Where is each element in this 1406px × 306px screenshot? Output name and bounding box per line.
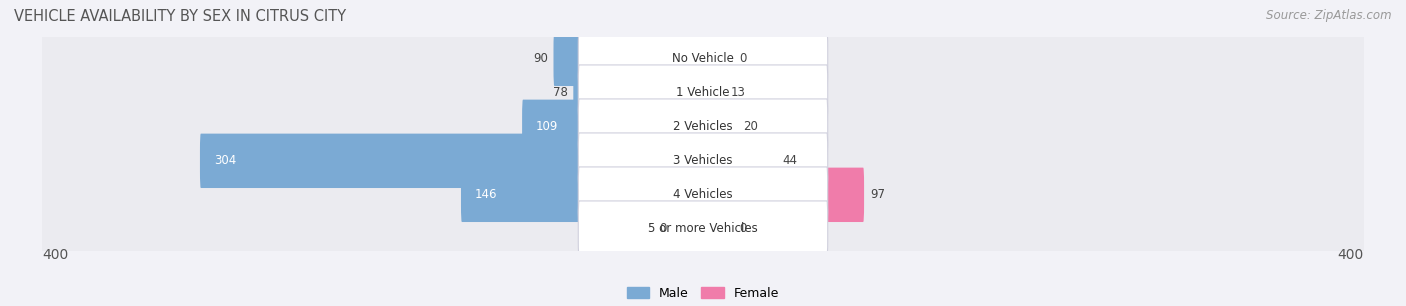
- Text: VEHICLE AVAILABILITY BY SEX IN CITRUS CITY: VEHICLE AVAILABILITY BY SEX IN CITRUS CI…: [14, 9, 346, 24]
- FancyBboxPatch shape: [578, 201, 828, 257]
- Text: 109: 109: [536, 120, 558, 133]
- Text: 13: 13: [731, 86, 747, 99]
- FancyBboxPatch shape: [200, 134, 704, 188]
- FancyBboxPatch shape: [554, 32, 704, 86]
- FancyBboxPatch shape: [28, 104, 1378, 149]
- Text: 304: 304: [214, 154, 236, 167]
- Text: 4 Vehicles: 4 Vehicles: [673, 188, 733, 201]
- Text: No Vehicle: No Vehicle: [672, 52, 734, 65]
- FancyBboxPatch shape: [522, 100, 704, 154]
- Text: 0: 0: [740, 222, 747, 235]
- Text: 20: 20: [742, 120, 758, 133]
- FancyBboxPatch shape: [672, 202, 704, 256]
- FancyBboxPatch shape: [28, 70, 1378, 115]
- Text: 0: 0: [659, 222, 666, 235]
- FancyBboxPatch shape: [28, 138, 1378, 183]
- Legend: Male, Female: Male, Female: [621, 282, 785, 305]
- Text: 97: 97: [870, 188, 884, 201]
- Text: 400: 400: [1337, 248, 1364, 262]
- FancyBboxPatch shape: [28, 206, 1378, 251]
- FancyBboxPatch shape: [578, 65, 828, 121]
- Text: 0: 0: [740, 52, 747, 65]
- FancyBboxPatch shape: [702, 134, 776, 188]
- FancyBboxPatch shape: [461, 168, 704, 222]
- FancyBboxPatch shape: [578, 167, 828, 223]
- Text: 400: 400: [42, 248, 69, 262]
- FancyBboxPatch shape: [574, 65, 704, 120]
- FancyBboxPatch shape: [578, 99, 828, 155]
- FancyBboxPatch shape: [578, 133, 828, 189]
- Text: Source: ZipAtlas.com: Source: ZipAtlas.com: [1267, 9, 1392, 22]
- Text: 44: 44: [782, 154, 797, 167]
- FancyBboxPatch shape: [702, 168, 865, 222]
- Text: 3 Vehicles: 3 Vehicles: [673, 154, 733, 167]
- Text: 90: 90: [533, 52, 548, 65]
- Text: 5 or more Vehicles: 5 or more Vehicles: [648, 222, 758, 235]
- FancyBboxPatch shape: [578, 31, 828, 87]
- Text: 1 Vehicle: 1 Vehicle: [676, 86, 730, 99]
- FancyBboxPatch shape: [702, 202, 734, 256]
- FancyBboxPatch shape: [702, 100, 737, 154]
- Text: 2 Vehicles: 2 Vehicles: [673, 120, 733, 133]
- Text: 146: 146: [475, 188, 498, 201]
- Text: 78: 78: [553, 86, 568, 99]
- FancyBboxPatch shape: [702, 32, 734, 86]
- FancyBboxPatch shape: [702, 65, 725, 120]
- FancyBboxPatch shape: [28, 172, 1378, 217]
- FancyBboxPatch shape: [28, 36, 1378, 81]
